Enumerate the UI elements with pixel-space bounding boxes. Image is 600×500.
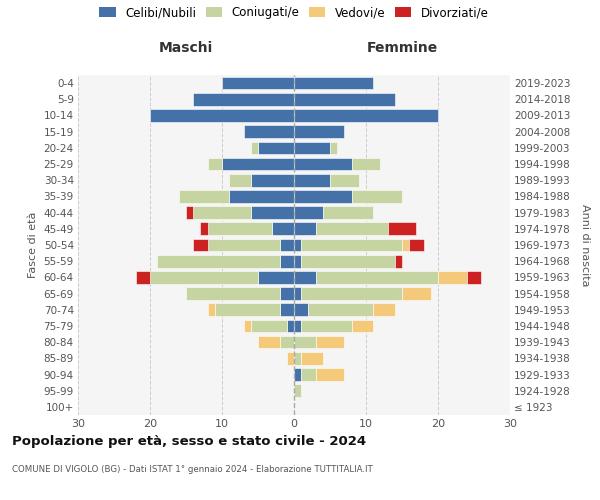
Bar [294, 174, 330, 186]
Bar [294, 255, 301, 268]
Bar [208, 222, 272, 235]
Bar [222, 77, 294, 90]
Bar [323, 206, 373, 219]
Bar [402, 238, 409, 252]
Bar [301, 352, 323, 364]
Bar [388, 222, 416, 235]
Bar [136, 271, 150, 283]
Bar [301, 255, 395, 268]
Bar [294, 109, 438, 122]
Bar [244, 126, 294, 138]
Bar [157, 255, 280, 268]
Bar [294, 336, 316, 348]
Legend: Celibi/Nubili, Coniugati/e, Vedovi/e, Divorziati/e: Celibi/Nubili, Coniugati/e, Vedovi/e, Di… [99, 6, 489, 19]
Bar [258, 142, 294, 154]
Bar [294, 384, 301, 397]
Bar [200, 222, 208, 235]
Y-axis label: Anni di nascita: Anni di nascita [580, 204, 590, 286]
Bar [395, 255, 402, 268]
Bar [294, 190, 352, 202]
Bar [301, 368, 316, 381]
Bar [193, 93, 294, 106]
Bar [294, 142, 330, 154]
Bar [308, 304, 373, 316]
Bar [402, 288, 431, 300]
Bar [330, 174, 359, 186]
Bar [251, 142, 258, 154]
Bar [287, 352, 294, 364]
Bar [352, 320, 373, 332]
Bar [258, 271, 294, 283]
Bar [316, 336, 344, 348]
Bar [150, 271, 258, 283]
Bar [229, 174, 251, 186]
Text: Maschi: Maschi [159, 41, 213, 55]
Bar [150, 109, 294, 122]
Bar [208, 238, 280, 252]
Bar [251, 206, 294, 219]
Bar [280, 238, 294, 252]
Bar [258, 336, 280, 348]
Bar [316, 222, 388, 235]
Bar [294, 222, 316, 235]
Bar [294, 320, 301, 332]
Bar [294, 368, 301, 381]
Bar [467, 271, 481, 283]
Bar [373, 304, 395, 316]
Bar [316, 271, 438, 283]
Bar [438, 271, 467, 283]
Bar [208, 304, 215, 316]
Bar [280, 255, 294, 268]
Bar [280, 304, 294, 316]
Bar [280, 336, 294, 348]
Bar [294, 288, 301, 300]
Bar [294, 238, 301, 252]
Y-axis label: Fasce di età: Fasce di età [28, 212, 38, 278]
Bar [352, 158, 380, 170]
Bar [280, 288, 294, 300]
Bar [222, 158, 294, 170]
Text: COMUNE DI VIGOLO (BG) - Dati ISTAT 1° gennaio 2024 - Elaborazione TUTTITALIA.IT: COMUNE DI VIGOLO (BG) - Dati ISTAT 1° ge… [12, 465, 373, 474]
Bar [294, 77, 373, 90]
Bar [215, 304, 280, 316]
Bar [193, 206, 251, 219]
Bar [272, 222, 294, 235]
Bar [301, 238, 402, 252]
Text: Femmine: Femmine [367, 41, 437, 55]
Bar [301, 288, 402, 300]
Bar [208, 158, 222, 170]
Bar [186, 288, 280, 300]
Bar [294, 126, 344, 138]
Bar [229, 190, 294, 202]
Bar [316, 368, 344, 381]
Bar [294, 206, 323, 219]
Bar [294, 158, 352, 170]
Bar [287, 320, 294, 332]
Bar [251, 174, 294, 186]
Text: Popolazione per età, sesso e stato civile - 2024: Popolazione per età, sesso e stato civil… [12, 435, 366, 448]
Bar [244, 320, 251, 332]
Bar [186, 206, 193, 219]
Bar [179, 190, 229, 202]
Bar [294, 304, 308, 316]
Bar [301, 320, 352, 332]
Bar [352, 190, 402, 202]
Bar [330, 142, 337, 154]
Bar [294, 352, 301, 364]
Bar [294, 271, 316, 283]
Bar [251, 320, 287, 332]
Bar [193, 238, 208, 252]
Bar [294, 93, 395, 106]
Bar [409, 238, 424, 252]
